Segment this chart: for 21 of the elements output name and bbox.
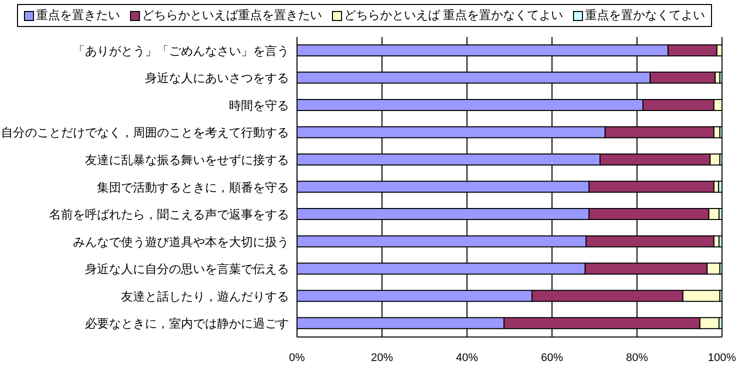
y-tick-label: 身近な人にあいさつをする [145, 71, 289, 86]
x-tick-label: 100% [708, 352, 736, 364]
y-tick-label: 必要なときに，室内では静かに過ごす [85, 316, 289, 331]
y-tick-label: 「ありがとう」「ごめんなさい」を言う [73, 44, 289, 58]
x-tick-label: 80% [626, 352, 648, 364]
x-tick-label: 0% [289, 352, 306, 364]
legend-label: どちらかといえば 重点を置かなくてよい [344, 7, 564, 24]
legend-label: 重点を置かなくてよい [585, 7, 706, 24]
x-tick-label: 40% [456, 352, 478, 364]
y-tick-label: 時間を守る [229, 98, 289, 112]
legend-label: 重点を置きたい [36, 7, 120, 24]
legend-label: どちらかといえば重点を置きたい [142, 7, 322, 24]
x-tick-label: 20% [370, 352, 394, 364]
y-tick-label: みんなで使う遊び道具や本を大切に扱う [73, 234, 289, 249]
y-tick-label: 集団で活動するときに，順番を守る [97, 180, 289, 194]
y-tick-label: 名前を呼ばれたら，聞こえる声で返事をする [49, 208, 289, 222]
y-tick-label: 身近な人に自分の思いを言葉で伝える [85, 262, 289, 276]
x-tick-label: 60% [540, 352, 564, 364]
y-tick-label: 友達に乱暴な振る舞いをせずに接する [85, 152, 289, 167]
y-tick-label: 友達と話したり，遊んだりする [121, 289, 289, 304]
y-tick-label: 自分のことだけでなく，周囲のことを考えて行動する [1, 126, 289, 140]
